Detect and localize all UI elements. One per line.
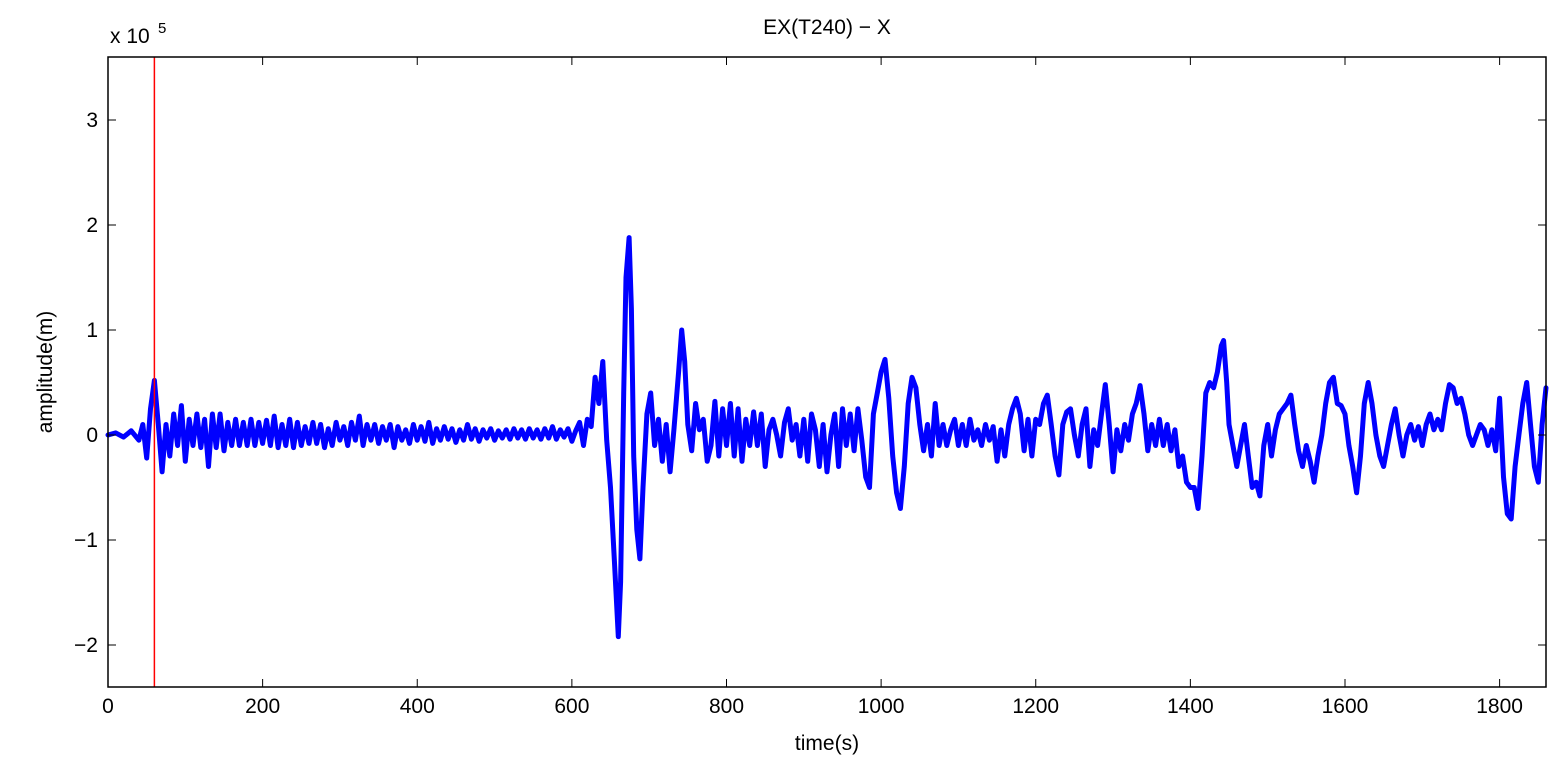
x-tick-label: 1800 [1476,695,1523,718]
x-tick-label: 0 [102,695,114,718]
chart-title: EX(T240) − X [763,16,891,39]
y-multiplier-label: x 10 [110,25,150,48]
y-multiplier: x 10 5 [110,20,166,48]
y-tick-label: 1 [86,319,98,342]
plot-content [105,57,1549,687]
x-tick-label: 1200 [1012,695,1059,718]
y-axis-label: amplitude(m) [34,311,57,434]
plot-frame [107,56,1547,688]
x-tick-label: 400 [400,695,435,718]
y-tick-label: −2 [74,634,98,657]
x-tick-label: 200 [245,695,280,718]
y-axis: −2 −1 0 1 2 3 [74,109,1546,657]
y-tick-label: 0 [86,424,98,447]
x-tick-label: 1000 [858,695,905,718]
x-tick-label: 800 [709,695,744,718]
x-axis: 0 200 400 600 800 1000 1200 1400 1600 1800 [102,57,1523,718]
x-tick-label: 1600 [1322,695,1369,718]
y-tick-label: 2 [86,214,98,237]
x-tick-label: 1400 [1167,695,1214,718]
y-tick-label: −1 [74,529,98,552]
plot-area [108,57,1546,687]
x-axis-label: time(s) [795,732,859,755]
y-multiplier-exponent: 5 [158,20,166,37]
y-tick-label: 3 [86,109,98,132]
series-line-0 [105,235,1549,640]
x-tick-label: 600 [554,695,589,718]
